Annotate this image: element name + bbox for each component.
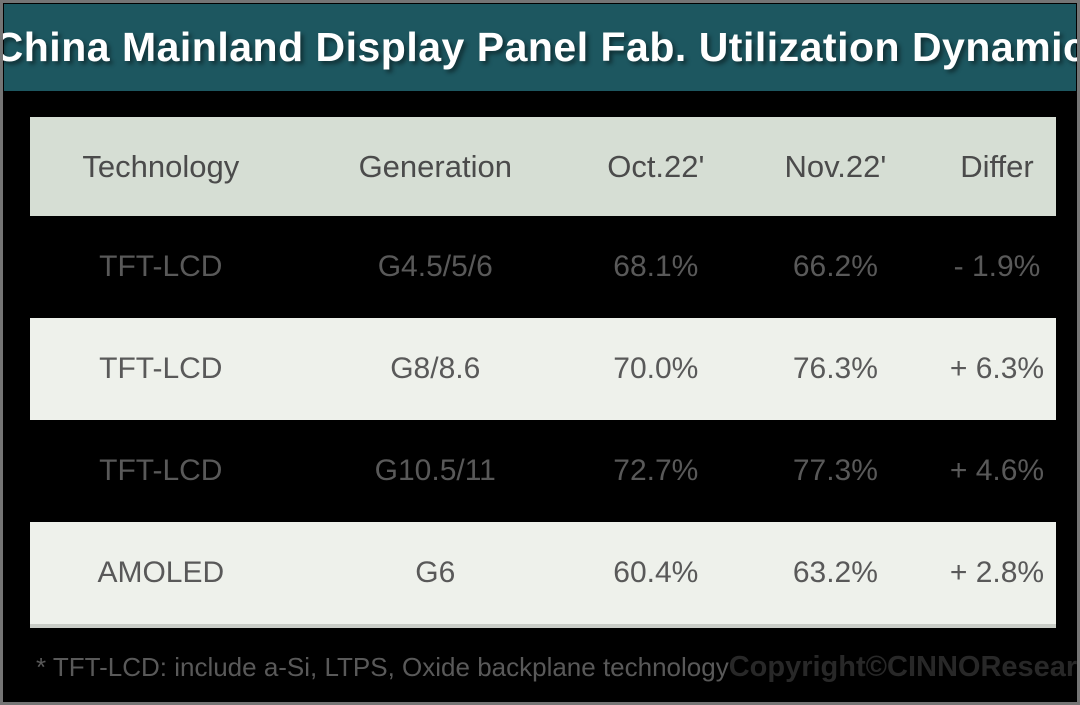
table-row: TFT-LCD G4.5/5/6 68.1% 66.2% - 1.9% [30, 216, 1056, 318]
cell-generation: G10.5/11 [374, 454, 496, 487]
cell-oct22: 72.7% [613, 454, 699, 487]
cell-differ: + 6.3% [949, 352, 1045, 385]
title-bar: China Mainland Display Panel Fab. Utiliz… [3, 4, 1077, 91]
utilization-table: Technology Generation Oct.22' Nov.22' Di… [30, 117, 1056, 628]
cell-generation: G8/8.6 [390, 352, 481, 385]
footer: * TFT-LCD: include a-Si, LTPS, Oxide bac… [30, 637, 1077, 697]
cell-nov22: 66.2% [792, 250, 878, 283]
page-title: China Mainland Display Panel Fab. Utiliz… [0, 24, 1080, 70]
column-header-technology: Technology [82, 148, 240, 184]
column-header-nov22: Nov.22' [784, 148, 887, 184]
cell-generation: G6 [415, 556, 456, 589]
cell-technology: TFT-LCD [99, 250, 223, 283]
cell-nov22: 77.3% [792, 454, 878, 487]
fab-utilization-data-table: Technology Generation Oct.22' Nov.22' Di… [30, 117, 1056, 624]
footnote: * TFT-LCD: include a-Si, LTPS, Oxide bac… [36, 651, 729, 682]
cell-differ: + 4.6% [949, 454, 1045, 487]
column-header-oct22: Oct.22' [607, 148, 705, 184]
cell-differ: - 1.9% [953, 250, 1041, 283]
cell-differ: + 2.8% [949, 556, 1045, 589]
table-row: TFT-LCD G8/8.6 70.0% 76.3% + 6.3% [30, 318, 1056, 420]
column-header-generation: Generation [358, 148, 512, 184]
cell-technology: AMOLED [97, 556, 225, 589]
column-header-differ: Differ [960, 148, 1034, 184]
copyright-notice: Copyright©CINNOResearch [728, 650, 1080, 683]
table-header-row: Technology Generation Oct.22' Nov.22' Di… [30, 117, 1056, 216]
table-row: AMOLED G6 60.4% 63.2% + 2.8% [30, 522, 1056, 624]
cell-generation: G4.5/5/6 [377, 250, 493, 283]
cell-nov22: 76.3% [792, 352, 878, 385]
cell-technology: TFT-LCD [99, 454, 223, 487]
cell-nov22: 63.2% [792, 556, 878, 589]
cell-technology: TFT-LCD [99, 352, 223, 385]
cell-oct22: 60.4% [613, 556, 699, 589]
cell-oct22: 68.1% [613, 250, 699, 283]
table-row: TFT-LCD G10.5/11 72.7% 77.3% + 4.6% [30, 420, 1056, 522]
cell-oct22: 70.0% [613, 352, 699, 385]
